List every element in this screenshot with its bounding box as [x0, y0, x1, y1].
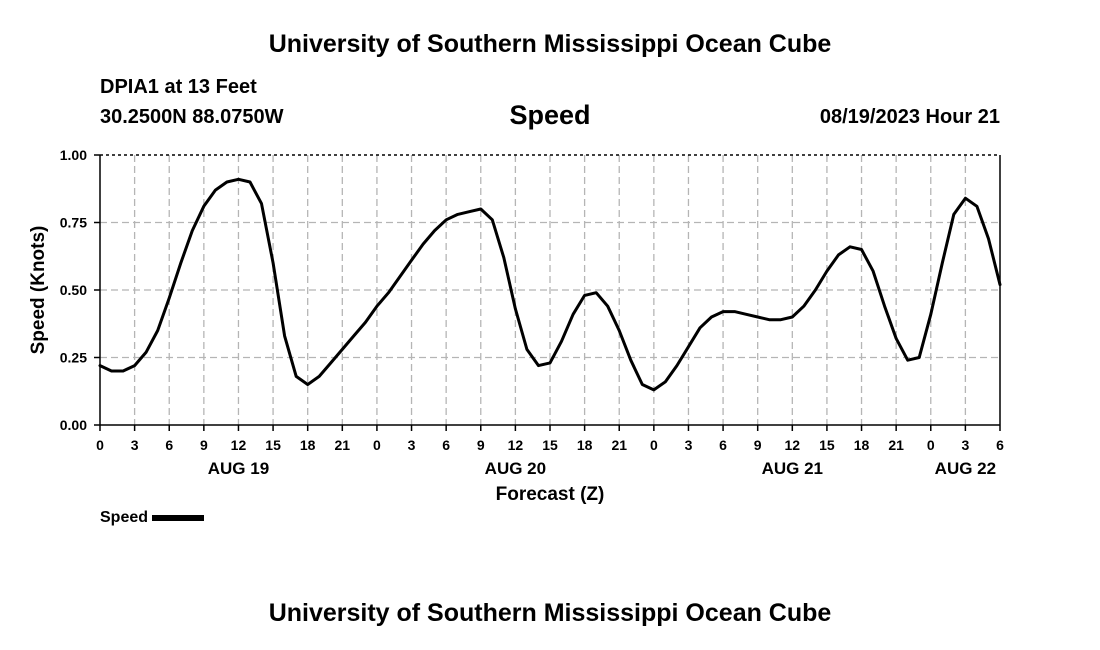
y-tick-label: 0.75: [60, 215, 87, 231]
x-axis-title: Forecast (Z): [496, 484, 605, 505]
y-tick-label: 0.25: [60, 350, 87, 366]
x-tick-label: 15: [542, 437, 558, 453]
x-tick-label: 6: [719, 437, 727, 453]
x-tick-label: 18: [854, 437, 870, 453]
station-label: DPIA1 at 13 Feet: [100, 76, 257, 98]
x-tick-label: 9: [200, 437, 208, 453]
x-tick-label: 15: [265, 437, 281, 453]
legend-label: Speed: [100, 509, 149, 526]
x-tick-label: 12: [508, 437, 524, 453]
x-date-label: AUG 22: [935, 459, 996, 478]
y-axis-title: Speed (Knots): [28, 226, 49, 355]
x-tick-label: 18: [577, 437, 593, 453]
x-tick-label: 15: [819, 437, 835, 453]
footer-title: University of Southern Mississippi Ocean…: [268, 599, 832, 627]
x-tick-label: 0: [373, 437, 381, 453]
x-tick-label: 9: [754, 437, 762, 453]
series-line-speed: [98, 177, 1002, 392]
chart-title: Speed: [509, 100, 591, 130]
y-tick-label: 0.50: [60, 282, 87, 298]
x-tick-label: 3: [408, 437, 416, 453]
x-tick-label: 12: [231, 437, 247, 453]
x-tick-label: 0: [650, 437, 658, 453]
x-tick-label: 3: [961, 437, 969, 453]
y-tick-label: 1.00: [60, 147, 87, 163]
x-tick-label: 6: [996, 437, 1004, 453]
x-tick-label: 3: [685, 437, 693, 453]
y-tick-label: 0.00: [60, 417, 87, 433]
x-tick-label: 0: [96, 437, 104, 453]
x-tick-label: 21: [888, 437, 904, 453]
x-tick-label: 18: [300, 437, 316, 453]
forecast-datetime: 08/19/2023 Hour 21: [819, 106, 1000, 128]
x-tick-label: 21: [611, 437, 627, 453]
x-tick-label: 21: [335, 437, 351, 453]
legend: Speed: [100, 509, 205, 527]
x-tick-label: 12: [785, 437, 801, 453]
x-tick-label: 6: [442, 437, 450, 453]
coordinates-label: 30.2500N 88.0750W: [100, 106, 284, 128]
x-tick-label: 3: [131, 437, 139, 453]
x-tick-label: 6: [165, 437, 173, 453]
x-date-label: AUG 19: [208, 459, 269, 478]
x-tick-label: 0: [927, 437, 935, 453]
x-date-label: AUG 20: [485, 459, 546, 478]
page-title: University of Southern Mississippi Ocean…: [268, 30, 832, 58]
legend-swatch: [152, 515, 205, 521]
x-date-label: AUG 21: [762, 459, 823, 478]
x-tick-label: 9: [477, 437, 485, 453]
